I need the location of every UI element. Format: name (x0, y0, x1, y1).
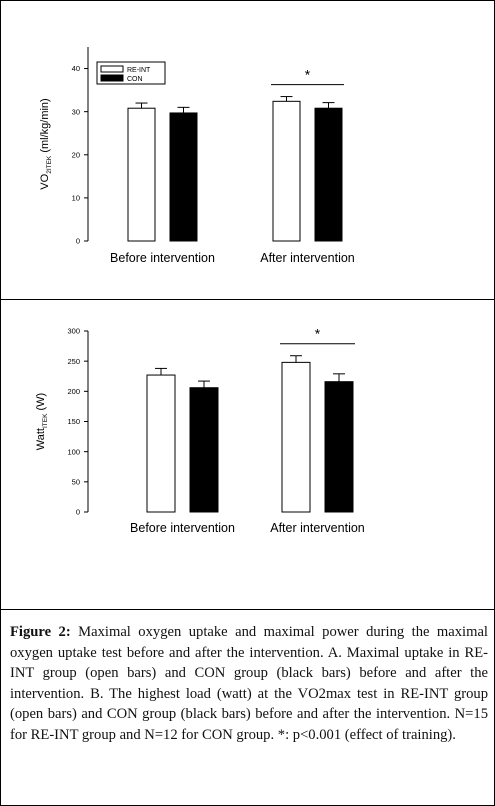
x-category-label: After intervention (260, 251, 355, 265)
y-tick-label: 200 (67, 387, 80, 396)
y-tick-label: 20 (72, 150, 80, 159)
y-tick-label: 0 (76, 508, 80, 517)
bar-re-int-0 (127, 107, 156, 242)
y-tick-label: 30 (72, 107, 80, 116)
x-category-label: Before intervention (110, 251, 215, 265)
y-tick-label: 150 (67, 417, 80, 426)
x-category-label: After intervention (270, 521, 365, 535)
bar-re-int-1 (281, 361, 311, 513)
y-axis-label-main: VO (39, 173, 51, 189)
bar-con-0 (189, 387, 219, 513)
y-tick-label: 100 (67, 447, 80, 456)
legend-label-con: CON (127, 76, 143, 83)
y-axis-label-sub: ITEK (42, 413, 49, 428)
y-axis-label-sub: 2ITEK (46, 155, 53, 174)
panel-a: 0 10 20 30 40 VO2ITEK (ml/kg/min) Before inter… (0, 0, 495, 300)
y-tick-label: 0 (76, 237, 80, 246)
legend-label-re-int: RE-INT (127, 67, 151, 74)
y-tick-label: 300 (67, 327, 80, 336)
bar-con-1 (324, 381, 354, 513)
figure-caption: Figure 2: Maximal oxygen uptake and maxi… (10, 622, 488, 745)
vo2-bar-chart: 0 10 20 30 40 VO2ITEK (ml/kg/min) Before inter… (39, 47, 355, 265)
y-axis-label-unit: (W) (35, 393, 47, 414)
y-axis-label-main: Watt (35, 428, 47, 450)
legend-swatch-con (100, 74, 124, 82)
watt-bar-chart: 0 50 100 150 200 250 300 WattITEK (W) Before int… (35, 326, 365, 535)
y-axis-label-unit: (ml/kg/min) (39, 98, 51, 155)
y-tick-label: 40 (72, 64, 80, 73)
x-category-label: Before intervention (130, 521, 235, 535)
y-axis-label: VO2ITEK (ml/kg/min) (39, 98, 53, 189)
y-tick-label: 250 (67, 357, 80, 366)
significance-star: * (305, 67, 311, 83)
significance-star: * (315, 326, 321, 342)
caption-label: Figure 2: (10, 624, 71, 640)
y-tick-label: 50 (72, 477, 80, 486)
bar-con-0 (169, 112, 198, 242)
caption-text: Maximal oxygen uptake and maximal power … (10, 624, 488, 743)
bar-re-int-0 (146, 374, 176, 513)
bar-con-1 (314, 107, 343, 242)
y-axis-label: WattITEK (W) (35, 393, 49, 450)
y-tick-label: 10 (72, 193, 80, 202)
legend-swatch-re-int (100, 65, 124, 73)
bar-re-int-1 (272, 100, 301, 242)
panel-b: 0 50 100 150 200 250 300 WattITEK (W) Before int… (0, 299, 495, 610)
